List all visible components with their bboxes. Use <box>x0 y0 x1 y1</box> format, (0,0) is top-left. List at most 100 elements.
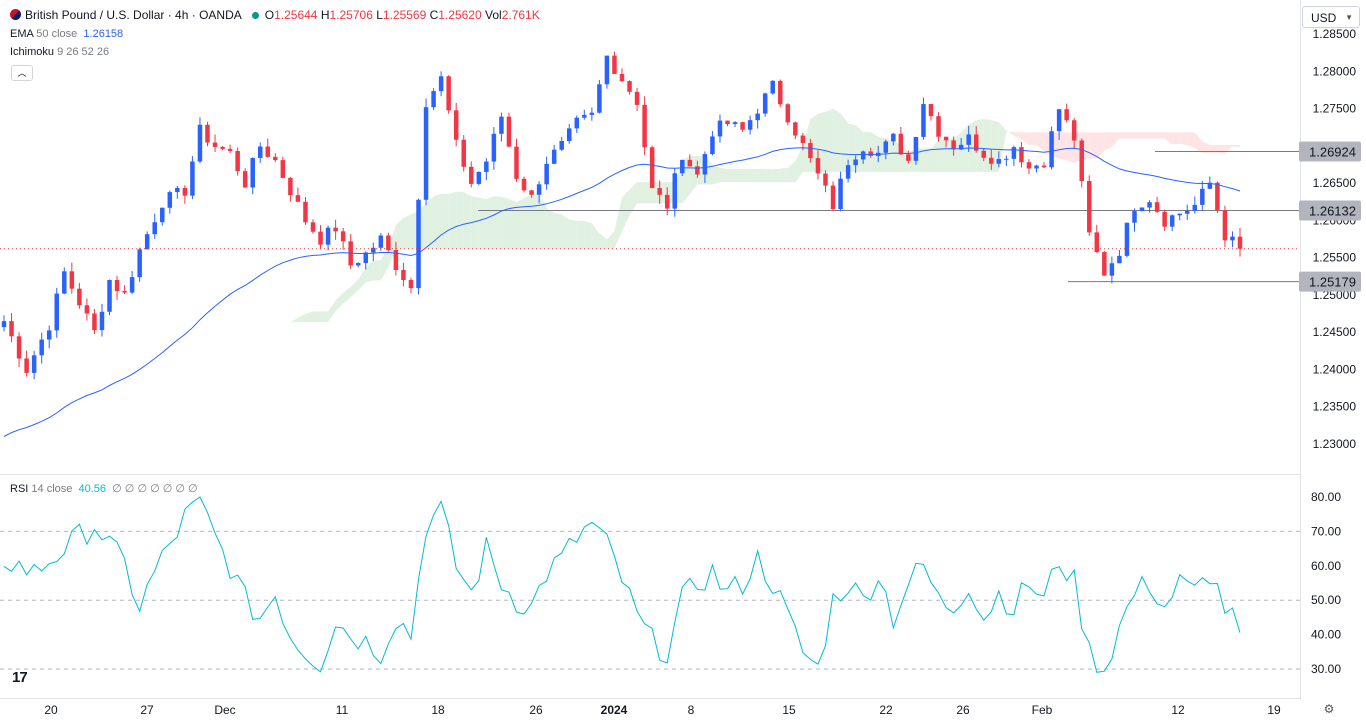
cloud-bear-segment <box>1172 132 1180 145</box>
candle-up <box>589 112 595 115</box>
candle-down <box>1079 140 1084 182</box>
candle-up <box>1200 188 1205 205</box>
candle-down <box>619 73 625 82</box>
candle-down <box>506 116 512 147</box>
candle-up <box>1004 158 1009 160</box>
cloud-bull-segment <box>343 286 351 304</box>
candle-down <box>318 231 323 245</box>
time-tick: 18 <box>431 703 445 717</box>
candle-down <box>1237 236 1243 249</box>
candle-down <box>1019 147 1024 163</box>
collapse-legend-button[interactable]: ︿ <box>11 65 33 81</box>
ichimoku-params: 9 26 52 26 <box>57 46 110 58</box>
cloud-bull-segment <box>802 118 811 172</box>
cloud-bull-segment <box>493 196 502 249</box>
candle-up <box>582 114 587 118</box>
rsi-reference-lines <box>0 530 1300 670</box>
candle-up <box>416 199 421 289</box>
time-tick: 19 <box>1267 703 1281 717</box>
cloud-bull-segment <box>742 168 751 183</box>
cloud-bull-segment <box>395 217 404 249</box>
candle-up <box>144 234 150 250</box>
rsi-tick: 70.00 <box>1311 524 1341 538</box>
cloud-bull-segment <box>328 300 336 323</box>
ichimoku-legend[interactable]: Ichimoku 9 26 52 26 <box>10 46 109 58</box>
cloud-bull-segment <box>780 167 788 183</box>
cloud-bull-segment <box>561 214 570 249</box>
candle-down <box>627 81 632 92</box>
cloud-bull-segment <box>297 313 306 323</box>
price-tick: 1.23500 <box>1313 400 1357 414</box>
candle-down <box>1102 252 1107 276</box>
candle-up <box>958 144 964 150</box>
candle-down <box>461 139 466 167</box>
cloud-bull-segment <box>539 193 547 249</box>
cloud-bull-segment <box>380 247 389 281</box>
cloud-bull-segment <box>591 223 600 249</box>
cloud-bear-segment <box>1232 144 1240 148</box>
candle-up <box>1147 202 1152 208</box>
candle-down <box>182 187 188 196</box>
candle-up <box>438 76 444 92</box>
price-labels: 1.26924 1.26132 1.25179 <box>1299 141 1361 292</box>
candle-down <box>664 194 670 209</box>
candle-down <box>951 140 956 150</box>
candle-down <box>235 150 240 172</box>
candle-up <box>717 120 723 137</box>
candle-down <box>242 171 248 188</box>
gear-icon[interactable]: ⚙ <box>1323 702 1335 716</box>
cloud-bull-segment <box>976 118 984 172</box>
candle-up <box>913 136 919 161</box>
cloud-bull-segment <box>938 139 947 172</box>
time-tick: 8 <box>688 703 695 717</box>
cloud-bull-segment <box>795 145 803 183</box>
tradingview-logo[interactable]: 17 <box>12 669 28 686</box>
cloud-bull-segment <box>983 118 992 172</box>
cloud-bear-segment <box>1202 141 1210 153</box>
cloud-bull-segment <box>313 311 321 323</box>
candle-up <box>491 133 497 162</box>
currency-select[interactable]: USD ▼ <box>1302 6 1360 28</box>
candle-up <box>996 159 1002 164</box>
time-tick: 26 <box>956 703 970 717</box>
candle-up <box>1056 109 1062 132</box>
candle-down <box>84 305 90 314</box>
cloud-bear-segment <box>1028 132 1037 145</box>
candle-down <box>446 76 451 111</box>
rsi-legend[interactable]: RSI 14 close 40.56 ∅ ∅ ∅ ∅ ∅ ∅ ∅ <box>10 482 198 495</box>
candle-down <box>92 313 97 331</box>
candle-down <box>800 135 806 144</box>
cloud-bull-segment <box>870 132 879 172</box>
candle-up <box>762 93 768 114</box>
cloud-bull-segment <box>320 311 329 323</box>
cloud-bear-segment <box>1187 132 1195 149</box>
symbol-legend[interactable]: British Pound / U.S. Dollar · 4h · OANDA… <box>10 8 540 22</box>
price-tag: 1.26924 <box>1309 144 1356 159</box>
cloud-bull-segment <box>719 167 728 183</box>
candle-up <box>423 107 429 200</box>
cloud-bear-segment <box>1059 132 1067 161</box>
candle-up <box>1049 131 1054 168</box>
candle-up <box>1011 147 1017 159</box>
cloud-bull-segment <box>524 193 532 249</box>
candle-down <box>288 177 293 196</box>
candle-up <box>325 227 331 245</box>
cloud-bear-segment <box>1096 132 1105 159</box>
candle-down <box>393 249 399 270</box>
candle-down <box>634 91 640 105</box>
cloud-bull-segment <box>840 113 849 172</box>
candle-up <box>1207 182 1213 189</box>
candle-down <box>778 80 783 105</box>
candle-down <box>649 147 655 189</box>
support-resistance-lines <box>478 150 1300 283</box>
candle-up <box>499 116 504 134</box>
candle-down <box>122 291 127 293</box>
candle-down <box>1087 181 1092 233</box>
cloud-bull-segment <box>448 191 457 249</box>
candle-down <box>333 227 338 232</box>
candle-down <box>227 148 233 151</box>
ema-legend[interactable]: EMA 50 close 1.26158 <box>10 28 123 40</box>
cloud-bull-segment <box>863 132 871 172</box>
cloud-bull-segment <box>584 220 592 249</box>
